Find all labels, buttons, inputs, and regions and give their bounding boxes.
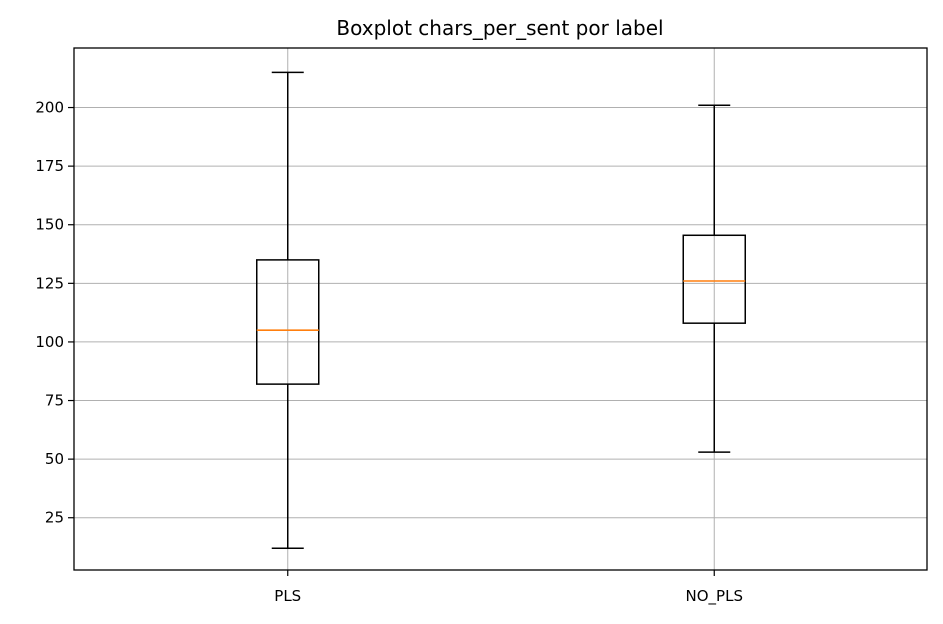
axis-layer: 25 50 75 100 125 150 175 200 PLS NO_PLS: [35, 99, 743, 606]
x-tick-label: NO_PLS: [686, 587, 743, 606]
chart-title: Boxplot chars_per_sent por label: [336, 16, 663, 40]
iqr-box: [682, 234, 746, 324]
y-tick-label: 75: [45, 392, 64, 410]
y-tick-label: 175: [35, 157, 64, 175]
y-tick-label: 100: [35, 333, 64, 351]
y-tick-label: 200: [35, 99, 64, 117]
grid-layer: [74, 48, 927, 570]
iqr-box: [256, 259, 320, 385]
box-no-pls: [682, 104, 746, 453]
box-pls: [256, 71, 320, 549]
x-tick-label: PLS: [274, 587, 301, 605]
y-tick-label: 125: [35, 274, 64, 292]
y-tick-label: 25: [45, 509, 64, 527]
y-tick-label: 50: [45, 450, 64, 468]
plot-area-frame: [73, 47, 928, 571]
y-tick-label: 150: [35, 216, 64, 234]
box-layer: [256, 71, 746, 549]
